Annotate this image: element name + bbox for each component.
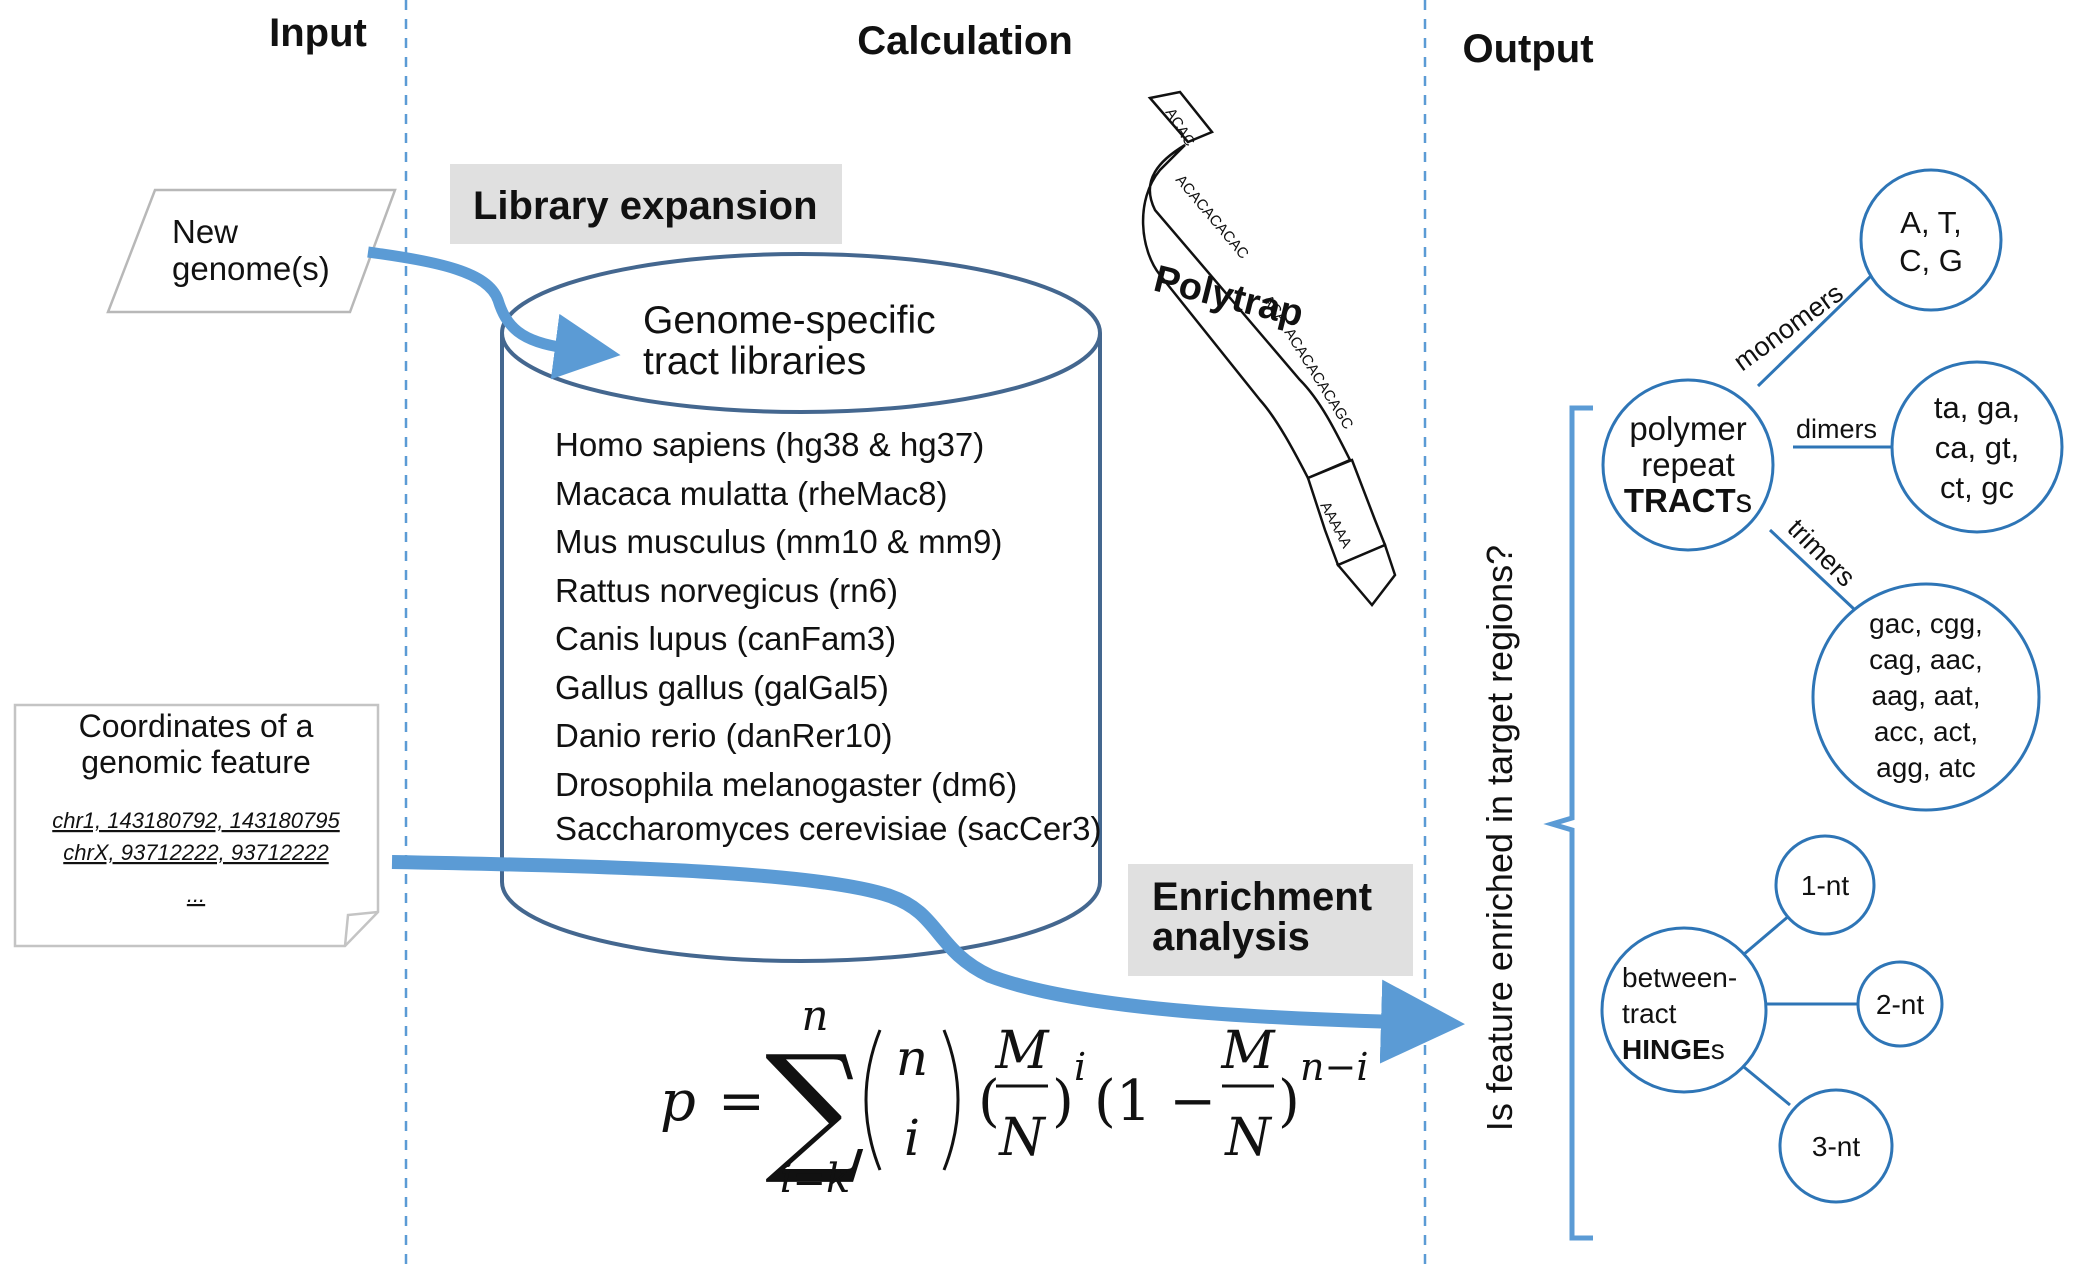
header-calculation: Calculation	[857, 19, 1073, 63]
formula-sum-top: n	[801, 991, 828, 1040]
header-output: Output	[1462, 27, 1593, 71]
trimers-items-line4: acc, act,	[1874, 716, 1978, 747]
new-genome-input-shape: New genome(s)	[106, 188, 397, 314]
formula-frac-denominator: N	[997, 1108, 1046, 1168]
trimers-items-line5: agg, atc	[1876, 752, 1976, 783]
new-genome-label-line2: genome(s)	[172, 250, 330, 287]
tract-label-bold: TRACT	[1624, 482, 1736, 519]
library-item: Danio rerio (danRer10)	[555, 717, 893, 754]
polytrap-logo: ACAC ACACACACAC ACA ACACACACAGC AAAAA Po…	[1141, 90, 1397, 607]
coordinate-line-2: chrX, 93712222, 93712222	[63, 840, 328, 865]
formula-frac-numerator: M	[994, 1021, 1050, 1081]
enrichment-question: Is feature enriched in target regions?	[1479, 545, 1520, 1131]
formula-paren-close-2: )	[1278, 1069, 1300, 1134]
formula-binom-top: n	[896, 1029, 928, 1087]
monomers-items-line2: C, G	[1899, 243, 1963, 278]
dimers-items-line1: ta, ga,	[1934, 390, 2020, 425]
library-item: Canis lupus (canFam3)	[555, 620, 896, 657]
enrichment-analysis-box	[1128, 864, 1413, 976]
formula-frac2-numerator: M	[1220, 1021, 1276, 1081]
library-item: Gallus gallus (galGal5)	[555, 669, 889, 706]
formula-one-minus: (1 −	[1094, 1069, 1216, 1134]
tract-library-database: Genome-specific tract libraries Homo sap…	[500, 252, 1102, 963]
trimers-connector	[1768, 528, 1857, 612]
formula-p: p	[660, 1069, 696, 1134]
hinge-1nt-node	[1774, 834, 1876, 936]
hinge-label-line1: between-	[1622, 962, 1737, 993]
formula-sum-bottom: i=k	[780, 1156, 851, 1202]
new-genome-label-line1: New	[172, 213, 238, 250]
formula-binom-bottom: i	[904, 1109, 920, 1167]
genome-to-library-arrow	[367, 246, 621, 380]
coordinate-line-1: chr1, 143180792, 143180795	[52, 808, 340, 833]
hinge-1nt-connector	[1742, 913, 1791, 957]
hinge-label-line2: tract	[1622, 998, 1677, 1029]
coordinates-to-output-arrow	[391, 855, 1465, 1064]
monomers-connector	[1756, 270, 1877, 388]
dimers-items-line3: ct, gc	[1940, 470, 2014, 505]
coordinates-document-shape: Coordinates of a genomic feature chr1, 1…	[13, 703, 380, 948]
tract-label-suffix: s	[1736, 482, 1753, 519]
trimers-items-line1: gac, cgg,	[1869, 608, 1983, 639]
database-title-line1: Genome-specific	[643, 299, 936, 342]
formula-equals: =	[718, 1069, 765, 1134]
hinge-3nt-label: 3-nt	[1812, 1131, 1860, 1162]
output-brace	[1543, 405, 1593, 1241]
hinge-2nt-node	[1856, 960, 1944, 1048]
trimers-items-line3: aag, aat,	[1872, 680, 1981, 711]
trimers-node	[1811, 582, 2041, 812]
monomers-node	[1859, 168, 2003, 312]
tract-label-line1: polymer	[1629, 410, 1746, 447]
coordinate-line-3: ...	[187, 882, 205, 907]
hinge-node	[1600, 926, 1768, 1094]
coordinates-title-line1: Coordinates of a	[79, 708, 314, 744]
hinge-2nt-label: 2-nt	[1876, 989, 1924, 1020]
enrichment-label-line1: Enrichment	[1152, 875, 1372, 919]
dimers-node	[1890, 360, 2064, 534]
dimers-items-line2: ca, gt,	[1935, 430, 2019, 465]
library-expansion-box	[450, 164, 842, 244]
hinge-label-suffix: s	[1711, 1034, 1725, 1065]
library-item: Mus musculus (mm10 & mm9)	[555, 523, 1002, 560]
enrichment-label-line2: analysis	[1152, 915, 1310, 959]
library-item: Macaca mulatta (rheMac8)	[555, 475, 947, 512]
database-title-line2: tract libraries	[643, 340, 866, 383]
trimers-items-line2: cag, aac,	[1869, 644, 1983, 675]
hinge-3nt-node	[1778, 1088, 1894, 1204]
header-input: Input	[269, 11, 367, 55]
library-item: Rattus norvegicus (rn6)	[555, 572, 898, 609]
coordinates-title-line2: genomic feature	[81, 744, 310, 780]
formula-exponent-i: i	[1074, 1045, 1086, 1089]
formula-paren-close: )	[1052, 1069, 1074, 1134]
library-item: Drosophila melanogaster (dm6)	[555, 766, 1017, 803]
library-item: Saccharomyces cerevisiae (sacCer3)	[555, 810, 1102, 847]
tract-label-line3: TRACTs	[1624, 482, 1752, 519]
formula-binom-left-paren	[864, 1029, 882, 1171]
formula-binom-right-paren	[942, 1029, 960, 1171]
binomial-formula: p = n ∑ i=k n i ( M N ) i (1 − M N ) n−i	[660, 991, 1368, 1202]
tract-label-line2: repeat	[1641, 446, 1735, 483]
formula-paren-open: (	[978, 1069, 1000, 1134]
dimers-edge-label: dimers	[1796, 414, 1877, 444]
formula-frac2-denominator: N	[1223, 1108, 1272, 1168]
formula-sigma-symbol: ∑	[765, 1026, 865, 1189]
hinge-label-bold: HINGE	[1622, 1034, 1711, 1065]
formula-exponent-n-minus-i: n−i	[1300, 1045, 1368, 1089]
hinge-label-line3: HINGEs	[1622, 1034, 1725, 1065]
tract-node	[1601, 378, 1775, 552]
library-expansion-label: Library expansion	[473, 184, 818, 228]
hinge-1nt-label: 1-nt	[1801, 870, 1849, 901]
monomers-items-line1: A, T,	[1900, 205, 1961, 240]
library-item: Homo sapiens (hg38 & hg37)	[555, 426, 984, 463]
monomers-edge-label: monomers	[1728, 278, 1849, 377]
